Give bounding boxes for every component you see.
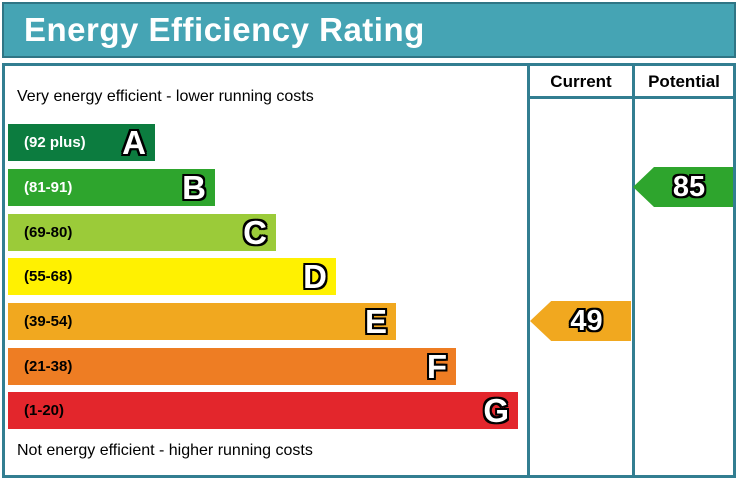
band-row-f: (21-38) F bbox=[8, 348, 456, 385]
current-rating-arrow: 49 bbox=[530, 301, 631, 341]
band-letter: A bbox=[122, 124, 146, 161]
header-underline bbox=[527, 96, 736, 99]
band-letter: C bbox=[243, 214, 267, 251]
band-row-b: (81-91) B bbox=[8, 169, 215, 206]
top-caption: Very energy efficient - lower running co… bbox=[17, 88, 314, 105]
band-letter: F bbox=[426, 348, 447, 385]
band-range-label: (55-68) bbox=[24, 268, 73, 285]
band-row-e: (39-54) E bbox=[8, 303, 396, 340]
band-letter: B bbox=[182, 169, 206, 206]
current-rating-value: 49 bbox=[570, 304, 603, 337]
title-bar: Energy Efficiency Rating bbox=[2, 2, 736, 58]
band-range-label: (81-91) bbox=[24, 179, 73, 196]
band-range-label: (39-54) bbox=[24, 313, 73, 330]
band-range-label: (92 plus) bbox=[24, 134, 86, 151]
bottom-caption: Not energy efficient - higher running co… bbox=[17, 442, 313, 459]
potential-rating-arrow: 85 bbox=[633, 167, 733, 207]
current-column-header: Current bbox=[550, 72, 612, 91]
potential-column-header: Potential bbox=[648, 72, 720, 91]
band-letter: D bbox=[303, 258, 327, 295]
page-title: Energy Efficiency Rating bbox=[24, 11, 425, 48]
band-range-label: (69-80) bbox=[24, 224, 73, 241]
current-column-divider bbox=[527, 63, 530, 478]
band-row-a: (92 plus) A bbox=[8, 124, 155, 161]
band-letter: E bbox=[364, 303, 387, 340]
band-range-label: (21-38) bbox=[24, 358, 73, 375]
band-row-c: (69-80) C bbox=[8, 214, 276, 251]
potential-column-divider bbox=[632, 63, 635, 478]
band-row-g: (1-20) G bbox=[8, 392, 518, 429]
band-letter: G bbox=[483, 392, 509, 429]
potential-rating-value: 85 bbox=[672, 170, 706, 203]
band-range-label: (1-20) bbox=[24, 402, 65, 419]
band-row-d: (55-68) D bbox=[8, 258, 336, 295]
